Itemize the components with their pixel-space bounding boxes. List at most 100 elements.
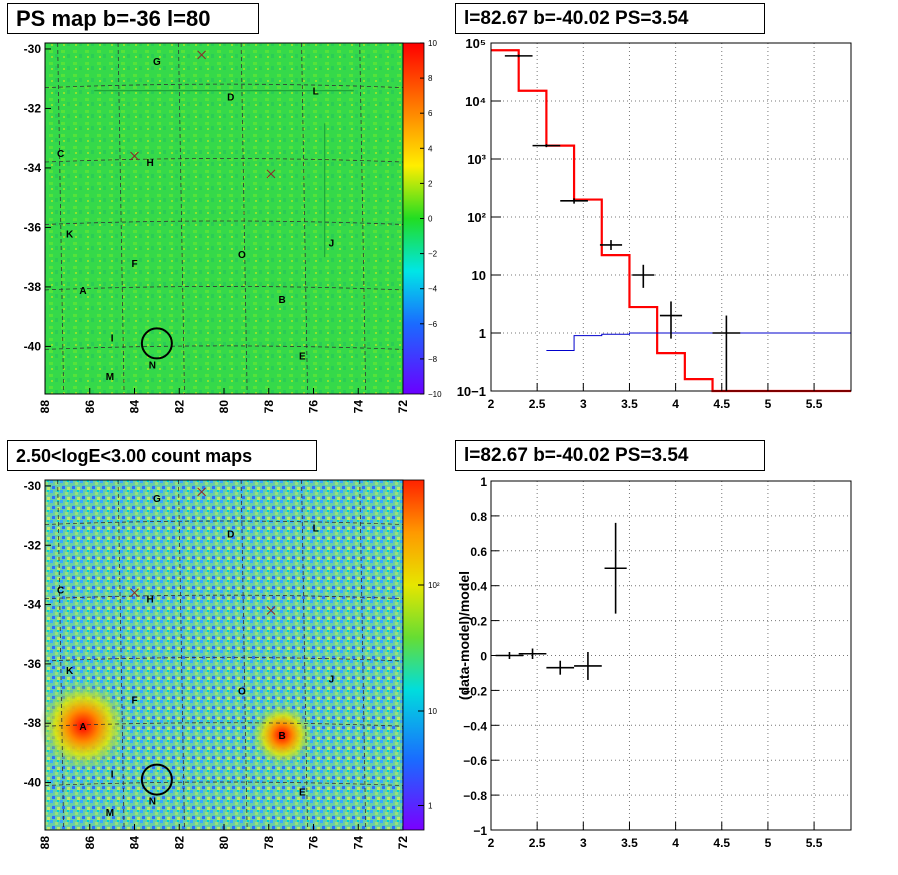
source-label: D — [227, 529, 234, 540]
source-label: O — [238, 250, 246, 261]
source-b-glow — [252, 705, 313, 766]
residual-title: l=82.67 b=-40.02 PS=3.54 — [455, 440, 765, 471]
source-label: N — [149, 796, 156, 807]
y-tick-label: 0.8 — [470, 510, 487, 524]
colorbar-label: 10 — [428, 707, 437, 716]
y-tick-label: 10² — [467, 210, 486, 225]
y-tick-label: -30 — [24, 42, 42, 56]
y-tick-label: 10³ — [467, 152, 486, 167]
map-grid-lon — [117, 42, 125, 395]
colorbar-label: 0 — [428, 215, 433, 224]
y-tick-label: -40 — [24, 776, 42, 790]
y-tick-label: −0.8 — [463, 789, 487, 803]
x-tick-label: 88 — [38, 836, 52, 850]
source-label: E — [299, 351, 306, 362]
map-grid-lon — [359, 42, 367, 395]
colorbar-label: 2 — [428, 179, 433, 188]
x-tick-label: 3 — [580, 836, 587, 850]
colorbar-label: −4 — [428, 285, 438, 294]
colorbar-label: −10 — [428, 390, 442, 399]
source-label: H — [147, 158, 154, 169]
x-tick-label: 2 — [488, 397, 495, 411]
y-tick-label: 1 — [480, 475, 487, 489]
y-tick-label: -38 — [24, 280, 42, 294]
source-label: F — [131, 259, 137, 270]
y-tick-label: -36 — [24, 657, 42, 671]
colorbar-label: 6 — [428, 109, 433, 118]
y-tick-label: 1 — [479, 326, 486, 341]
map-grid-lon — [359, 479, 367, 831]
x-tick-label: 4.5 — [713, 397, 730, 411]
residual-panel: 2 2.5 3 3.5 4 4.5 5 5.5 −1 −0.8 −0.6 −0.4 −0.2 0 0.2 0.… — [456, 475, 852, 850]
source-cross — [197, 50, 206, 60]
x-tick-label: 72 — [396, 400, 410, 414]
x-tick-label: 72 — [396, 836, 410, 850]
source-a-glow — [39, 682, 128, 771]
source-label: G — [153, 57, 161, 68]
x-tick-label: 82 — [172, 400, 186, 414]
colorbar-label: 10² — [428, 581, 440, 590]
map-grid-lon — [301, 479, 308, 831]
y-axis-label: (data-model)/model — [456, 571, 472, 700]
x-tick-label: 2.5 — [529, 397, 546, 411]
source-label: L — [313, 523, 319, 534]
y-tick-label: -30 — [24, 479, 42, 493]
source-label: F — [131, 695, 137, 706]
map-grid-lat — [44, 83, 404, 89]
y-tick-label: 10−1 — [457, 384, 486, 399]
source-label: J — [329, 675, 335, 686]
y-tick-label: -40 — [24, 339, 42, 353]
colorbar-label: −6 — [428, 320, 438, 329]
source-label: C — [57, 149, 64, 160]
background-step-series — [546, 332, 851, 351]
y-tick-label: 10⁴ — [465, 94, 486, 109]
x-tick-label: 78 — [262, 400, 276, 414]
x-tick-label: 88 — [38, 400, 52, 414]
map-grid-lat — [44, 520, 404, 525]
x-tick-label: 84 — [128, 836, 142, 850]
x-tick-label: 5.5 — [806, 397, 823, 411]
target-circle — [140, 327, 173, 360]
x-tick-label: 86 — [83, 836, 97, 850]
x-tick-label: 76 — [307, 400, 321, 414]
y-tick-label: -34 — [24, 598, 42, 612]
map-grid-lon — [240, 479, 248, 831]
x-tick-label: 3.5 — [621, 836, 638, 850]
count-map-panel: G D L C H K F O J A B I N E M -30 -32 -34 -36 -38 -40 88 86 84 8… — [24, 479, 440, 849]
source-cross — [266, 606, 276, 615]
y-tick-label: 0.6 — [470, 545, 487, 559]
source-label: I — [111, 333, 114, 344]
source-label: O — [238, 687, 246, 698]
y-tick-label: -32 — [24, 101, 42, 115]
source-label: M — [106, 372, 114, 383]
colorbar — [402, 479, 425, 831]
source-cross — [266, 169, 276, 179]
source-label: N — [149, 360, 156, 371]
map-background — [45, 480, 403, 830]
map-grid-lat — [44, 158, 404, 163]
map-grid-lat — [44, 722, 404, 727]
x-tick-label: 76 — [307, 836, 321, 850]
y-tick-label: −1 — [473, 824, 487, 838]
colorbar-label: 4 — [428, 144, 433, 153]
colorbar-label: 10 — [428, 39, 437, 48]
y-tick-label: -34 — [24, 161, 42, 175]
y-tick-label: 0 — [480, 650, 487, 664]
y-tick-label: 0.4 — [470, 580, 487, 594]
y-tick-label: 10⁵ — [465, 36, 486, 51]
source-cross — [130, 151, 139, 161]
y-tick-label: 0.2 — [470, 615, 487, 629]
x-tick-label: 78 — [262, 836, 276, 850]
map-grid-lat — [44, 286, 404, 291]
count-map-title: 2.50<logE<3.00 count maps — [7, 440, 317, 471]
x-tick-label: 74 — [351, 836, 365, 850]
source-label: A — [79, 722, 86, 733]
ps-map-title: PS map b=-36 l=80 — [7, 3, 259, 34]
source-label: K — [66, 229, 74, 240]
map-grid-lon — [57, 42, 65, 395]
spectrum-title: l=82.67 b=-40.02 PS=3.54 — [455, 3, 765, 34]
colorbar-label: 1 — [428, 802, 433, 811]
source-label: I — [111, 770, 114, 781]
x-tick-label: 74 — [351, 400, 365, 414]
